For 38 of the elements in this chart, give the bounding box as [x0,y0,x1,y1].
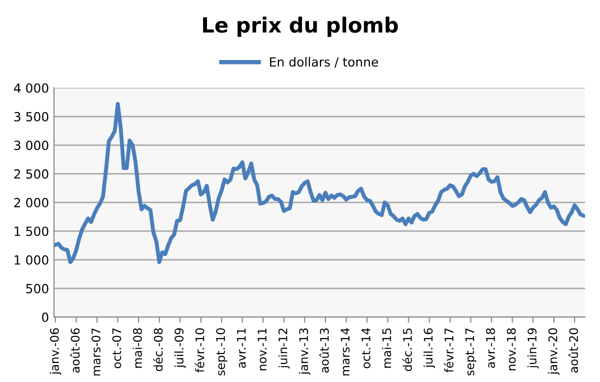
x-tick-label: janv.-06 [50,328,62,375]
x-tick-label: déc.-15 [402,328,412,372]
y-tick-label: 0 [42,312,48,322]
x-tick-label: sept.-10 [216,328,228,376]
x-tick-label: oct.-07 [112,328,122,368]
y-tick-label: 4 000 [14,83,48,93]
y-tick-label: 2 500 [14,169,48,179]
x-tick-label: juin-19 [527,328,539,368]
y-tick-label: 1 500 [14,226,48,236]
x-tick-label: août-13 [319,328,329,373]
x-tick-label: avr.-18 [486,328,495,368]
x-tick-label: avr.-11 [237,328,246,368]
y-tick-label: 2 000 [14,198,48,208]
x-tick-label: nov.-18 [506,328,516,370]
x-tick-label: oct.-14 [362,328,370,368]
y-tick-label: 500 [26,284,48,294]
x-tick-label: janv.-13 [298,328,310,375]
x-tick-label: janv.-20 [548,328,560,375]
x-tick-label: févr.-17 [444,328,454,372]
y-tick-label: 3 000 [14,140,48,150]
x-tick-label: mai-08 [132,328,142,368]
line-series [54,102,585,264]
x-tick-label: déc.-08 [153,328,163,372]
x-tick-label: mars-14 [340,328,350,376]
x-tick-label: mai-15 [382,328,392,368]
y-tick-label: 3 500 [14,112,48,122]
legend-label: En dollars / tonne [270,56,378,68]
chart-title: Le prix du plomb [203,16,398,37]
x-tick-label: mars-07 [92,328,100,376]
y-tick-label: 1 000 [14,255,48,265]
x-tick-label: juil.-16 [424,328,435,368]
x-tick-label: août-20 [568,328,578,373]
x-tick-label: août-06 [70,328,80,373]
x-tick-label: nov.-11 [258,328,267,370]
x-tick-label: févr.-10 [194,328,204,372]
x-tick-label: juin-12 [278,328,290,368]
x-tick-label: sept.-17 [465,328,477,376]
x-tick-label: juil.-09 [174,328,186,368]
